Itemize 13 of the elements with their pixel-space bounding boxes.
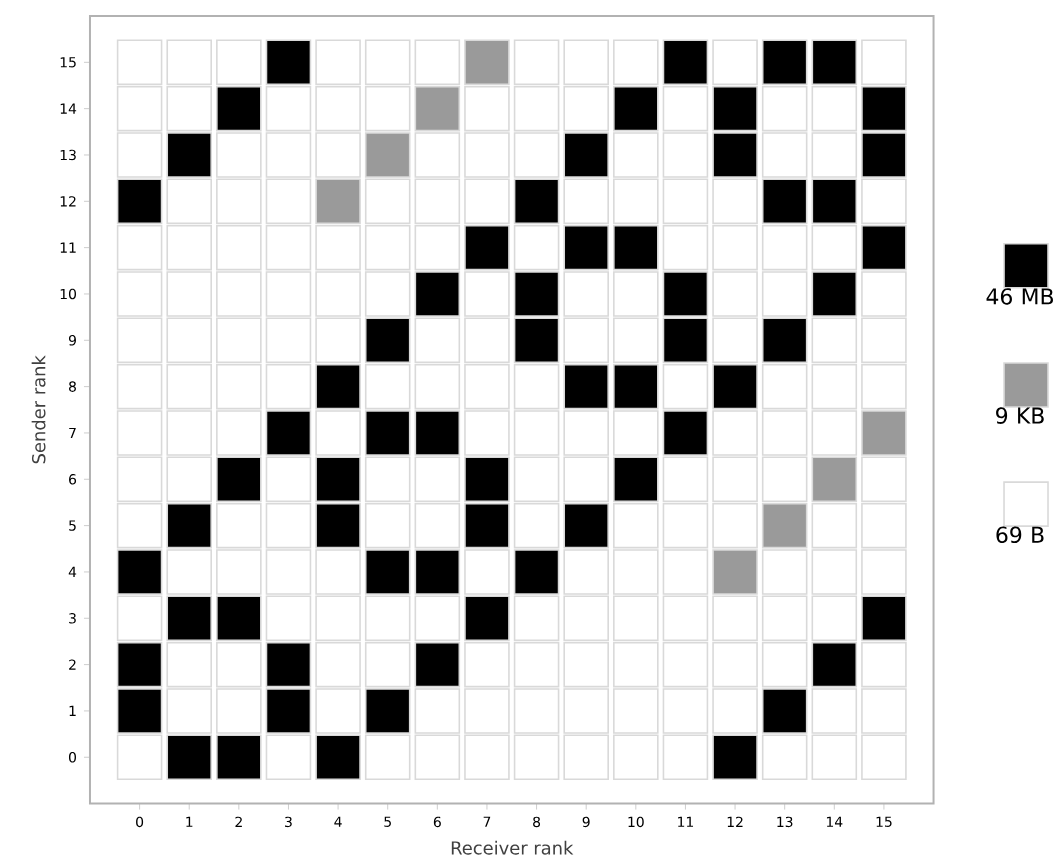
- point: [364, 132, 411, 178]
- point: [414, 86, 461, 132]
- point: [761, 503, 808, 549]
- legend-label: 9 KB: [996, 407, 1044, 425]
- point: [315, 178, 361, 225]
- point: [712, 549, 758, 595]
- x-axis-title: Receiver rank: [451, 841, 574, 855]
- y-axis-title: Sender rank: [31, 355, 46, 464]
- point: [861, 410, 907, 456]
- legend-label: 69 B: [996, 526, 1044, 544]
- point: [464, 39, 510, 86]
- legend-label: 46 MB: [986, 288, 1053, 305]
- point: [811, 456, 858, 503]
